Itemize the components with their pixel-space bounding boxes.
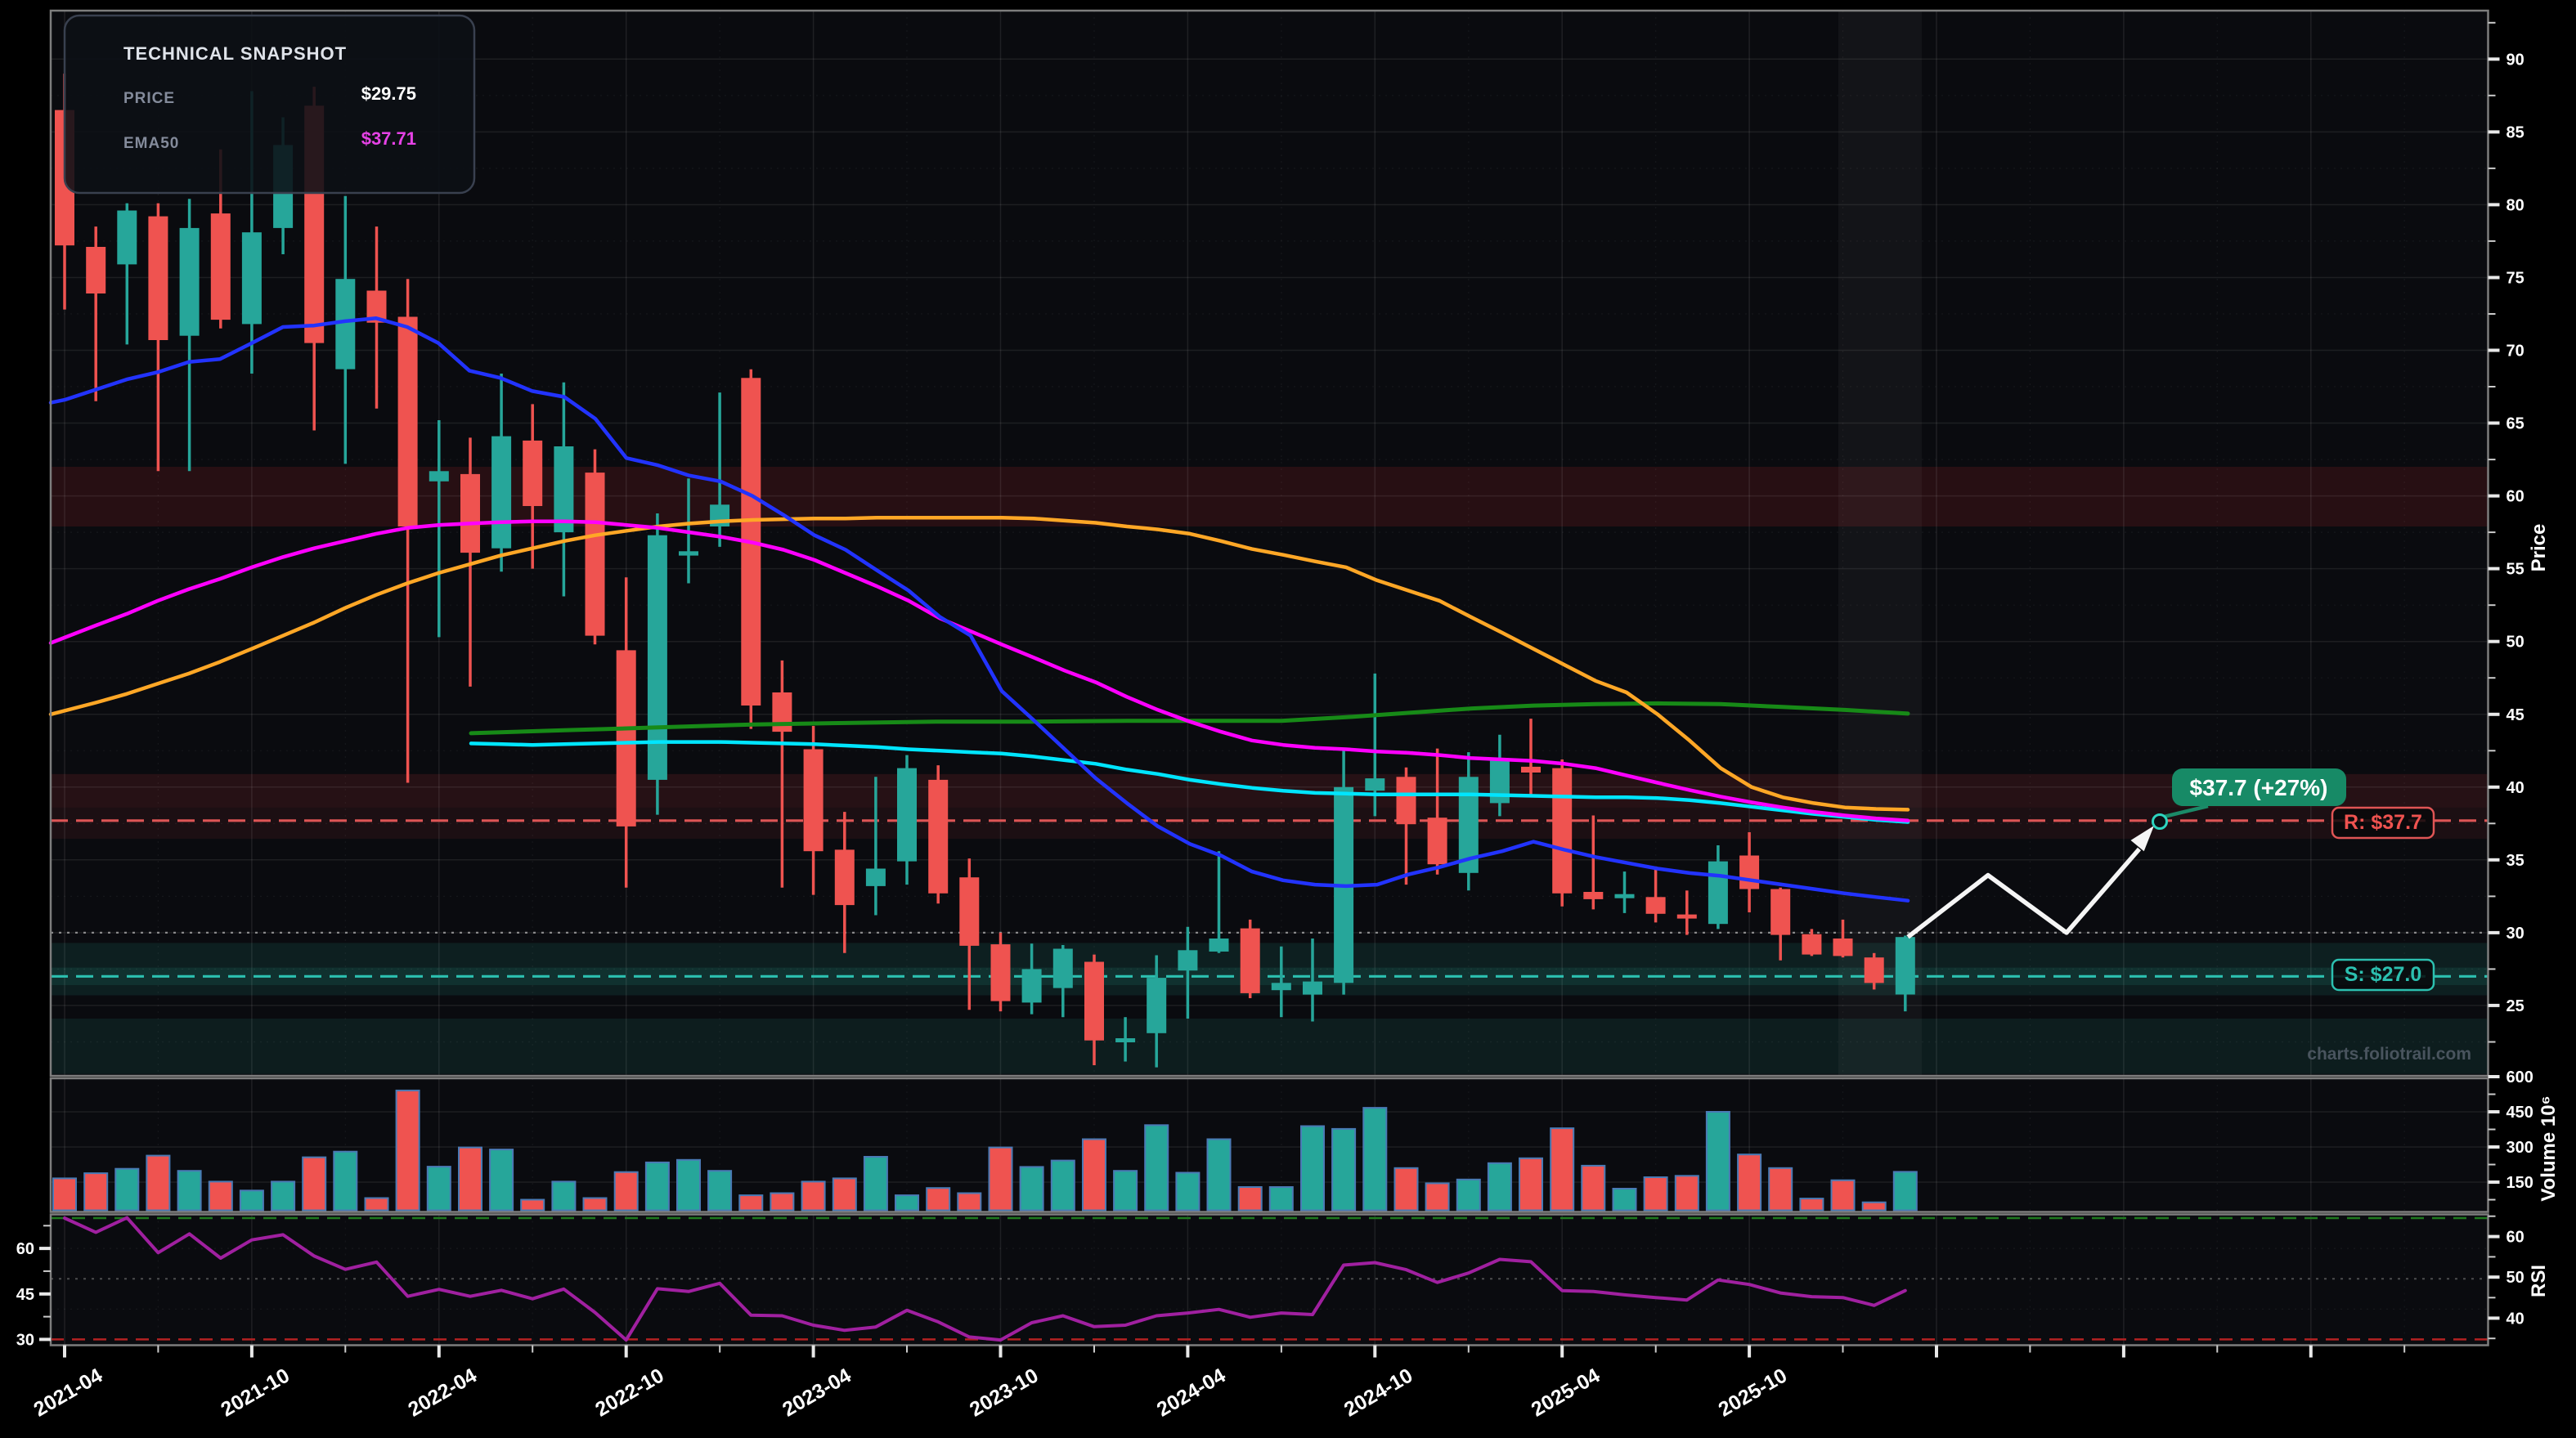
svg-text:60: 60 — [2506, 1229, 2524, 1247]
svg-text:600: 600 — [2506, 1068, 2533, 1086]
svg-text:30: 30 — [2506, 925, 2524, 943]
svg-text:EMA50: EMA50 — [123, 135, 179, 152]
svg-text:90: 90 — [2506, 51, 2524, 69]
svg-text:charts.foliotrail.com: charts.foliotrail.com — [2307, 1045, 2471, 1064]
svg-text:80: 80 — [2506, 196, 2524, 214]
svg-text:75: 75 — [2506, 270, 2524, 288]
svg-text:50: 50 — [2506, 1269, 2524, 1287]
svg-text:30: 30 — [16, 1331, 34, 1349]
svg-text:300: 300 — [2506, 1139, 2533, 1157]
svg-text:R: $37.7: R: $37.7 — [2344, 811, 2422, 834]
svg-text:40: 40 — [2506, 1310, 2524, 1328]
svg-text:65: 65 — [2506, 415, 2524, 433]
svg-text:Volume 10⁶: Volume 10⁶ — [2538, 1095, 2560, 1201]
svg-text:S: $27.0: S: $27.0 — [2345, 963, 2422, 986]
svg-text:$29.75: $29.75 — [361, 83, 416, 104]
svg-text:70: 70 — [2506, 343, 2524, 361]
svg-text:RSI: RSI — [2528, 1265, 2550, 1297]
svg-text:60: 60 — [16, 1240, 34, 1258]
svg-text:$37.71: $37.71 — [361, 128, 416, 149]
svg-text:40: 40 — [2506, 779, 2524, 797]
svg-text:450: 450 — [2506, 1104, 2533, 1122]
svg-text:55: 55 — [2506, 561, 2524, 579]
svg-text:85: 85 — [2506, 123, 2524, 141]
svg-text:60: 60 — [2506, 488, 2524, 506]
svg-text:45: 45 — [16, 1286, 34, 1304]
svg-text:35: 35 — [2506, 852, 2524, 870]
svg-text:TECHNICAL SNAPSHOT: TECHNICAL SNAPSHOT — [123, 43, 347, 64]
svg-text:Price: Price — [2528, 524, 2550, 572]
svg-text:25: 25 — [2506, 997, 2524, 1015]
svg-text:45: 45 — [2506, 706, 2524, 724]
svg-text:$37.7 (+27%): $37.7 (+27%) — [2190, 775, 2328, 800]
svg-text:150: 150 — [2506, 1174, 2533, 1192]
svg-text:PRICE: PRICE — [123, 90, 175, 107]
svg-text:50: 50 — [2506, 634, 2524, 652]
